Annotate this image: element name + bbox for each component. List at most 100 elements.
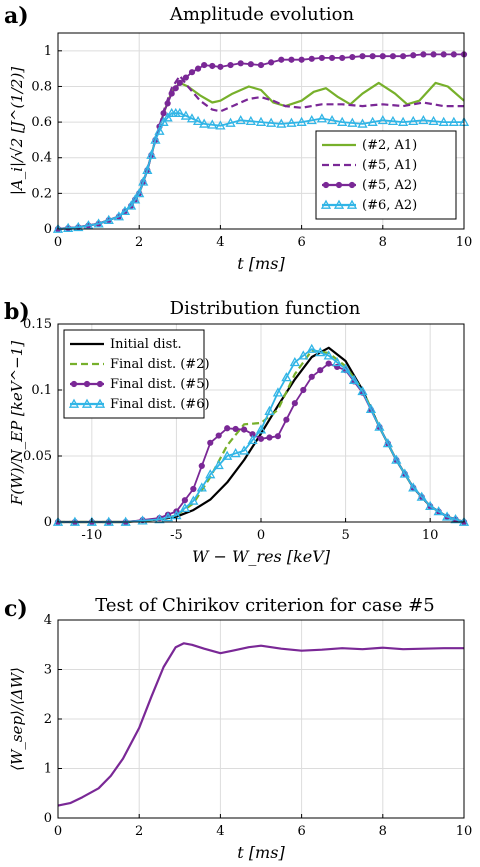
x-tick-label: 0	[257, 528, 265, 543]
x-axis-label: t [ms]	[237, 843, 285, 862]
series-6-a2-point	[448, 116, 459, 126]
series-6-a2-point	[150, 134, 161, 144]
series-5-a2-point	[440, 51, 447, 58]
series-6-a2-point	[215, 120, 226, 130]
panel-label-a: a)	[4, 3, 29, 29]
legend-label: (#5, A1)	[362, 158, 417, 173]
series-group	[52, 343, 470, 526]
x-tick-label: 8	[379, 235, 387, 250]
series-5-a2-point	[257, 61, 265, 69]
series-final-dist-6-point	[238, 445, 250, 455]
x-axis-label: W − W_res [keV]	[192, 547, 331, 566]
panel-label-c: c)	[4, 596, 28, 622]
y-tick-label: 0.6	[31, 115, 52, 130]
series-5-a2-point	[308, 55, 315, 62]
series-final-dist-6-point	[433, 506, 444, 516]
series-final-dist-6-point	[399, 468, 410, 478]
series-5-a2-point	[349, 53, 356, 61]
series-final-dist-5-point	[283, 416, 290, 423]
series-6-a2-point	[73, 221, 84, 232]
series-final-dist-6-point	[179, 502, 190, 512]
series-6-a2-point	[225, 117, 236, 127]
x-tick-label: -10	[81, 528, 102, 543]
series-6-a2-point	[119, 205, 131, 216]
x-tick-label: 0	[54, 824, 62, 839]
series-5-a2-point	[194, 65, 202, 72]
legend-marker	[348, 181, 356, 189]
legend-label: Final dist. (#6)	[110, 397, 210, 412]
series-6-a2-point	[316, 113, 328, 123]
series-6-a2-point	[162, 112, 173, 122]
series-6-a2-point	[286, 117, 297, 127]
series-6-a2-point	[142, 164, 153, 175]
series-6-a2-point	[347, 117, 358, 127]
series-final-dist-6-point	[416, 491, 427, 501]
series-5-a2-point	[182, 74, 189, 81]
series-final-dist-6-point	[205, 469, 216, 479]
series-6-a2-point	[113, 211, 125, 221]
y-axis-label: |A_i|/√2 [J^(1/2)]	[8, 67, 26, 195]
series-final-dist-5-point	[325, 360, 332, 367]
legend-label: Initial dist.	[110, 337, 182, 352]
y-tick-label: 0.15	[23, 317, 52, 332]
series-6-a2-point	[306, 114, 317, 125]
series-5-a2-point	[298, 56, 305, 63]
tick-labels: 0 2 4 6 8 10 0 1 2 3 4	[44, 613, 473, 839]
series-final-dist-6-point	[154, 514, 165, 524]
y-tick-label: 0	[44, 811, 52, 826]
series-final-dist-6-point	[230, 448, 241, 458]
series-5-a2-point	[288, 56, 295, 63]
series-final-dist-6-point	[382, 438, 393, 448]
series-final-dist-6-point	[281, 372, 292, 382]
series-final-dist-6-point	[408, 482, 419, 492]
panel-title-a: Amplitude evolution	[169, 4, 355, 25]
series-final-dist-6-point	[348, 374, 360, 384]
series-final-dist-5-point	[198, 462, 205, 469]
legend-marker	[94, 398, 106, 408]
series-6-a2-point	[276, 118, 287, 128]
x-tick-label: 2	[135, 235, 143, 250]
y-tick-label: 0.8	[31, 79, 52, 94]
legend-marker	[333, 199, 345, 209]
series-6-a2-point	[207, 119, 218, 129]
series-5-a2-point	[168, 90, 175, 97]
series-final-dist-6-point	[264, 405, 275, 415]
series-6-a2-point	[408, 115, 419, 126]
x-tick-label: 10	[422, 528, 439, 543]
series-final-dist-5-point	[224, 425, 231, 432]
series-final-dist-6-point	[222, 450, 233, 460]
legend-marker	[335, 181, 343, 189]
y-tick-label: 0	[44, 515, 52, 530]
series-6-a2-point	[296, 116, 307, 126]
series-5-a2-point	[209, 62, 216, 70]
legend-marker	[81, 398, 93, 408]
series-5-a2-point	[188, 69, 196, 76]
y-axis-label: F(W)/N_EP [keV^−1]	[8, 341, 26, 506]
series-final-dist-6-point	[213, 459, 224, 470]
series-final-dist-5-point	[300, 386, 307, 394]
series-6-a2-point	[337, 116, 348, 126]
series-final-dist-6-point	[340, 363, 351, 373]
series-6-a2-point	[180, 110, 191, 120]
x-tick-label: 10	[456, 824, 473, 839]
series-6-a2-point	[63, 222, 74, 232]
series-6-a2-point	[428, 115, 439, 126]
series-5-a2-point	[172, 85, 179, 92]
series-5-a2-point	[201, 61, 208, 69]
y-tick-label: 4	[44, 613, 52, 628]
series-final-dist-5-point	[190, 485, 197, 493]
plot-frame	[57, 32, 465, 230]
series-final-dist-6-point	[196, 482, 207, 492]
series-5-a2-point	[247, 61, 254, 68]
series-final-dist-6-line	[58, 348, 465, 523]
series-5-a2-point	[227, 61, 234, 69]
y-tick-label: 1	[44, 44, 52, 59]
x-tick-label: 6	[297, 235, 305, 250]
series-5-a2-point	[420, 51, 427, 58]
legend-label: Final dist. (#2)	[110, 357, 210, 372]
series-6-a2-point	[130, 194, 141, 204]
series-final-dist-6-markers	[52, 343, 470, 526]
legend-marker	[70, 380, 78, 388]
series-final-dist-5-point	[232, 425, 239, 433]
